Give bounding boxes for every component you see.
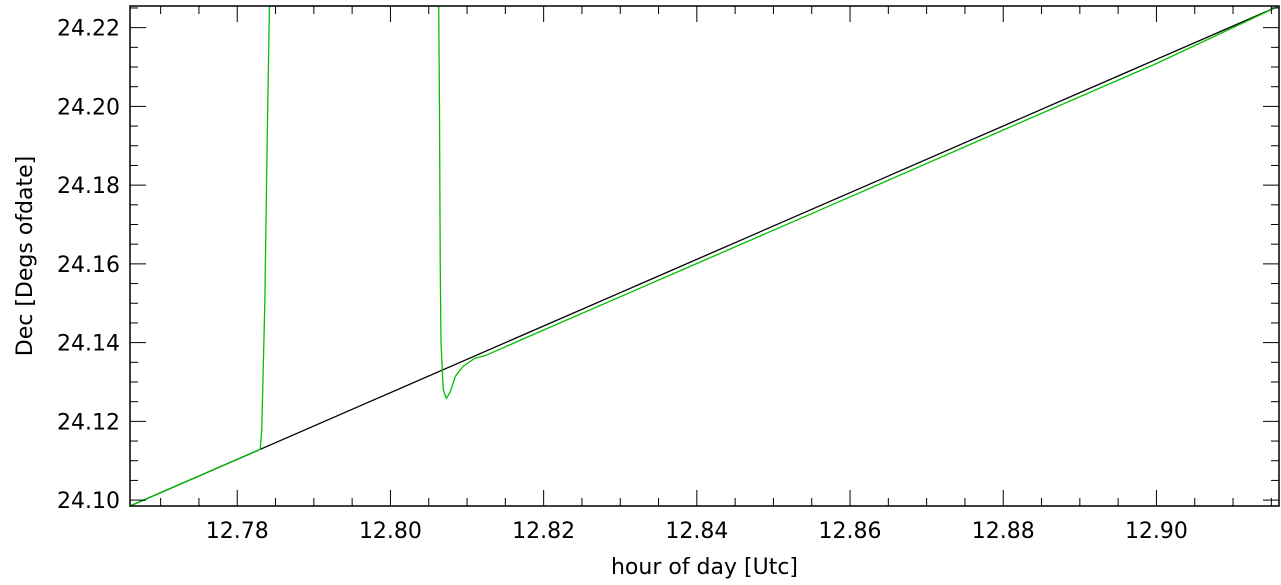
y-tick-label: 24.14 (57, 332, 120, 357)
plot-frame (129, 5, 1280, 507)
x-tick-label: 12.88 (972, 519, 1035, 544)
x-tick-label: 12.90 (1125, 519, 1188, 544)
series-layer (129, 5, 1280, 507)
x-tick-label: 12.84 (665, 519, 728, 544)
x-tick-label: 12.82 (512, 519, 575, 544)
y-tick-label: 24.18 (57, 174, 120, 199)
x-axis-title: hour of day [Utc] (611, 555, 798, 580)
y-tick-label: 24.16 (57, 253, 120, 278)
series-line-black (129, 5, 1280, 507)
x-tick-label: 12.86 (819, 519, 882, 544)
y-tick-label: 24.12 (57, 410, 120, 435)
x-tick-label: 12.78 (206, 519, 269, 544)
y-axis-title: Dec [Degs ofdate] (13, 156, 38, 356)
x-tick-label: 12.80 (359, 519, 422, 544)
tick-layer: 12.78 12.80 12.82 12.84 12.86 12.88 12.90 24.10… (57, 6, 1279, 544)
y-tick-label: 24.22 (57, 17, 120, 42)
y-tick-label: 24.20 (57, 95, 120, 120)
y-tick-label: 24.10 (57, 489, 120, 514)
series-line-green (129, 5, 1280, 507)
